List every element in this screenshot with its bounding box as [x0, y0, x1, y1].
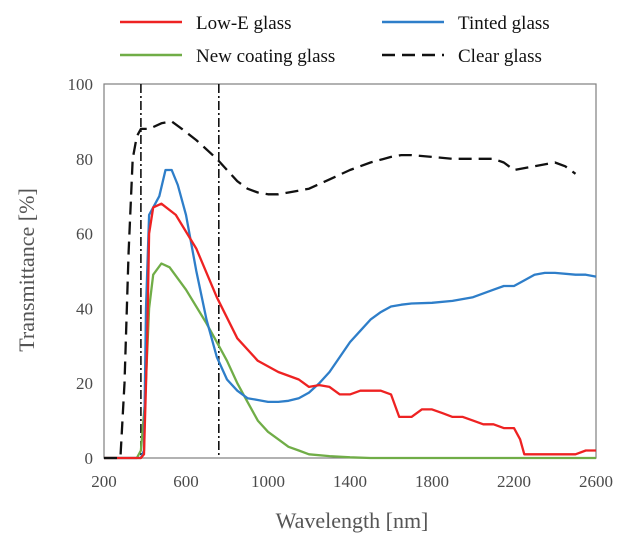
x-tick-label: 1800 [415, 472, 449, 491]
legend-item-clear: Clear glass [382, 46, 542, 67]
y-tick-label: 100 [68, 75, 94, 94]
y-tick-label: 20 [76, 374, 93, 393]
reference-lines [140, 84, 220, 458]
x-axis-ticks: 200 600 1000 1400 1800 2200 2600 [91, 472, 613, 491]
y-tick-label: 60 [76, 225, 93, 244]
legend-label-new-coating: New coating glass [196, 46, 335, 67]
series-line-clear-glass [104, 120, 577, 460]
legend-label-clear: Clear glass [458, 46, 542, 67]
x-axis-title: Wavelength [nm] [276, 508, 429, 533]
x-tick-label: 1000 [251, 472, 285, 491]
series-layer [104, 120, 597, 460]
legend-item-tinted: Tinted glass [382, 13, 550, 34]
y-axis-title: Transmittance [%] [14, 188, 39, 352]
legend-label-low-e: Low-E glass [196, 13, 292, 34]
series-line-tinted-glass [104, 168, 597, 460]
x-tick-label: 200 [91, 472, 117, 491]
y-tick-label: 40 [76, 299, 93, 318]
x-tick-label: 600 [173, 472, 199, 491]
legend-item-low-e: Low-E glass [120, 13, 292, 34]
y-tick-label: 80 [76, 150, 93, 169]
y-tick-label: 0 [85, 449, 94, 468]
x-tick-label: 1400 [333, 472, 367, 491]
y-axis-ticks: 0 20 40 60 80 100 [68, 75, 94, 468]
legend: Low-E glass Tinted glass New coating gla… [120, 13, 550, 67]
x-tick-label: 2200 [497, 472, 531, 491]
x-tick-label: 2600 [579, 472, 613, 491]
series-line-low-e-glass [104, 202, 596, 460]
legend-item-new-coating: New coating glass [120, 46, 335, 67]
legend-label-tinted: Tinted glass [458, 13, 550, 34]
